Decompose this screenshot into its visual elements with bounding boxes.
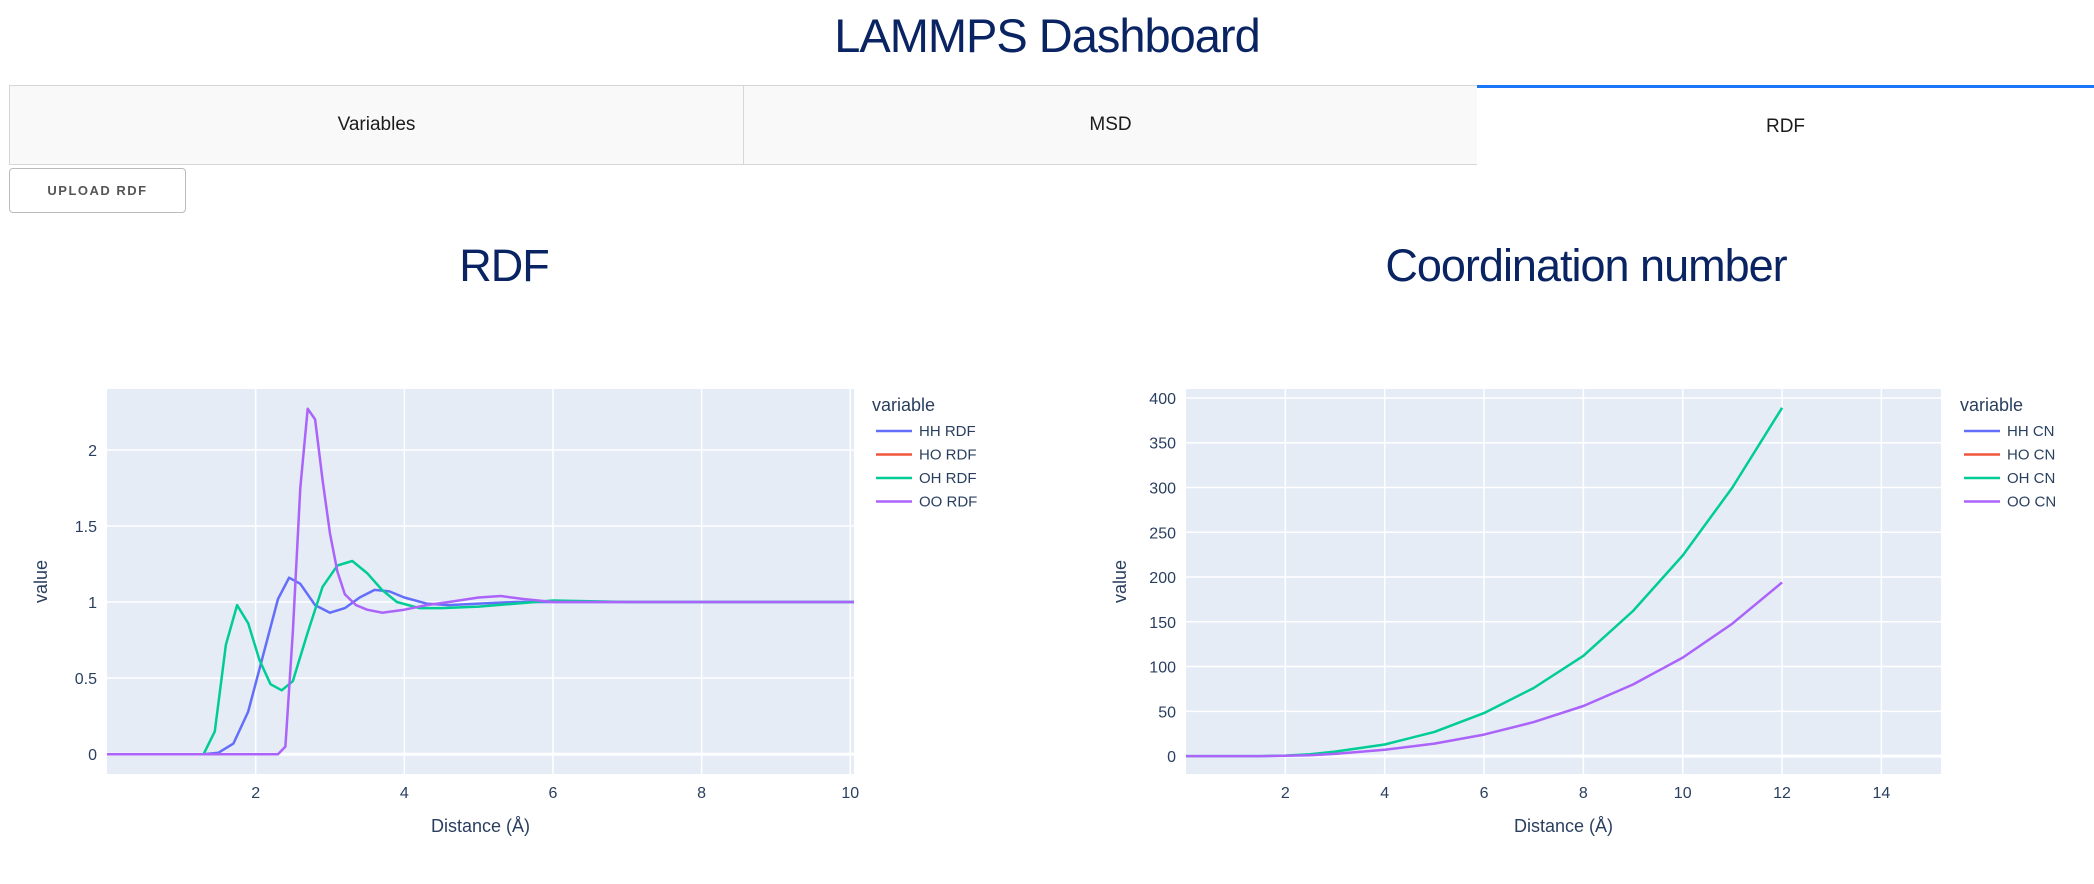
cn-legend-title: variable [1960, 395, 2023, 415]
cn-chart-title: Coordination number [1385, 240, 1787, 291]
rdf-y-tick-label: 2 [88, 443, 97, 460]
rdf-y-tick-label: 0 [88, 747, 97, 764]
cn-x-tick-label: 8 [1579, 785, 1588, 802]
cn-y-tick-label: 100 [1149, 660, 1176, 677]
page-title: LAMMPS Dashboard [834, 9, 1260, 62]
cn-y-tick-label: 150 [1149, 615, 1176, 632]
rdf-y-tick-label: 1.5 [75, 519, 97, 536]
cn-y-tick-label: 350 [1149, 436, 1176, 453]
cn-plot-area [1186, 389, 1941, 774]
cn-x-tick-label: 12 [1773, 785, 1791, 802]
rdf-y-tick-label: 1 [88, 595, 97, 612]
rdf-y-tick-label: 0.5 [75, 671, 97, 688]
cn-x-tick-label: 2 [1281, 785, 1290, 802]
cn-x-axis-label: Distance (Å) [1514, 816, 1613, 836]
cn-x-tick-label: 4 [1380, 785, 1389, 802]
cn-legend-label: HO CN [2007, 447, 2055, 464]
rdf-x-tick-label: 10 [841, 785, 859, 802]
rdf-legend-label: OO RDF [919, 494, 977, 511]
rdf-legend-label: HH RDF [919, 423, 976, 440]
cn-y-axis-label: value [1110, 560, 1130, 603]
rdf-x-axis-label: Distance (Å) [431, 816, 530, 836]
cn-x-tick-label: 10 [1674, 785, 1692, 802]
upload-rdf-button[interactable]: UPLOAD RDF [9, 168, 186, 213]
cn-x-tick-label: 6 [1480, 785, 1489, 802]
cn-legend-label: OH CN [2007, 470, 2055, 487]
rdf-x-tick-label: 8 [697, 785, 706, 802]
rdf-chart-title: RDF [459, 240, 549, 291]
cn-legend-label: HH CN [2007, 423, 2055, 440]
cn-y-tick-label: 300 [1149, 480, 1176, 497]
tab-variables[interactable]: Variables [9, 85, 744, 165]
cn-y-tick-label: 250 [1149, 525, 1176, 542]
cn-x-tick-label: 14 [1872, 785, 1890, 802]
cn-series-oo-cn [1186, 581, 1783, 758]
rdf-x-tick-label: 6 [549, 785, 558, 802]
rdf-legend-label: OH RDF [919, 470, 977, 487]
rdf-legend-label: HO RDF [919, 447, 977, 464]
tab-rdf[interactable]: RDF [1477, 85, 2094, 165]
cn-y-tick-label: 0 [1167, 749, 1176, 766]
rdf-x-tick-label: 4 [400, 785, 409, 802]
rdf-plot-area [107, 389, 854, 774]
rdf-series-oo-rdf [107, 407, 854, 756]
cn-y-tick-label: 400 [1149, 391, 1176, 408]
tab-bar: Variables MSD RDF [9, 85, 2094, 167]
rdf-y-axis-label: value [31, 560, 51, 603]
cn-y-tick-label: 200 [1149, 570, 1176, 587]
cn-legend-label: OO CN [2007, 494, 2056, 511]
cn-y-tick-label: 50 [1158, 704, 1176, 721]
rdf-legend-title: variable [872, 395, 935, 415]
rdf-x-tick-label: 2 [251, 785, 260, 802]
